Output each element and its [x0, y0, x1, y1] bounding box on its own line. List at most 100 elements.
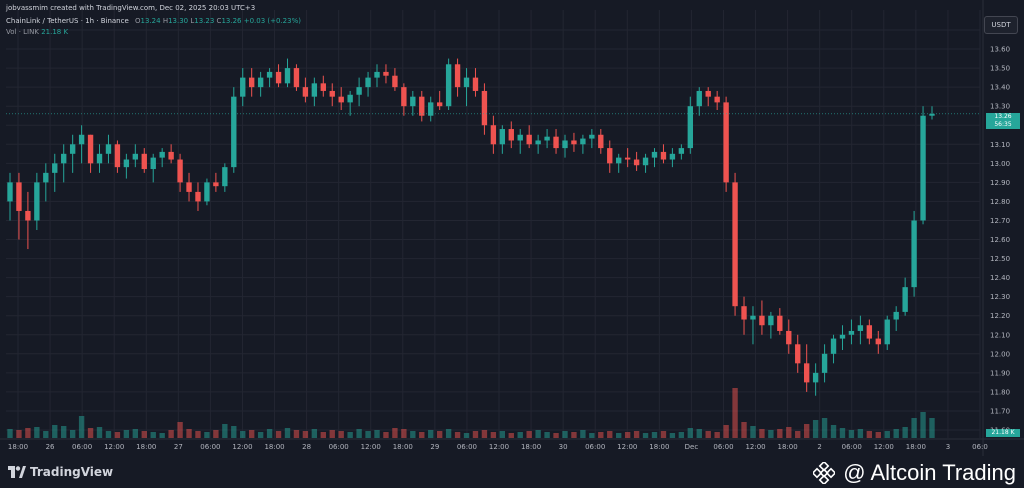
volume-bar: [795, 431, 801, 438]
chart-background: [0, 0, 1024, 456]
volume-bar: [428, 430, 434, 438]
candle-body: [302, 87, 309, 97]
candle-body: [168, 151, 174, 160]
volume-bar: [508, 433, 514, 438]
volume-bar: [589, 433, 595, 438]
time-tick-label: 18:00: [264, 443, 284, 451]
time-tick-label: 12:00: [104, 443, 124, 451]
candle-body: [535, 140, 541, 145]
candle-body: [454, 64, 461, 88]
candle-body: [669, 153, 676, 160]
candle-body: [195, 191, 201, 202]
time-tick-label: 18:00: [906, 443, 926, 451]
candle-body: [7, 182, 13, 202]
candle-body: [830, 338, 837, 354]
time-tick-label: 06:00: [329, 443, 349, 451]
candle-body: [266, 71, 273, 78]
price-tick-label: 13.50: [990, 65, 1010, 73]
time-tick-label: 06:00: [200, 443, 220, 451]
candle-body: [696, 90, 702, 107]
candle-body: [678, 148, 685, 154]
candle-body: [311, 83, 318, 97]
candle-body: [526, 134, 532, 145]
candle-body: [616, 157, 622, 164]
candle-body: [150, 157, 156, 170]
candle-body: [687, 106, 693, 149]
volume-bar: [723, 425, 729, 438]
volume-bar: [499, 431, 506, 438]
volume-bar: [857, 429, 864, 438]
footer-bar: TradingView @ Altcoin Trading: [0, 456, 1024, 488]
volume-bar: [320, 432, 326, 438]
volume-bar: [410, 431, 416, 438]
time-tick-label: 26: [46, 443, 55, 451]
volume-bar: [920, 412, 926, 438]
candle-body: [186, 182, 192, 192]
volume-bar: [786, 427, 792, 438]
candle-body: [812, 372, 819, 383]
time-tick-label: 18:00: [8, 443, 28, 451]
chart-canvas[interactable]: 13.7013.6013.5013.4013.3013.2013.1013.00…: [0, 0, 1024, 456]
volume-bar: [598, 432, 604, 438]
currency-button[interactable]: USDT: [984, 16, 1018, 34]
volume-bar: [347, 432, 353, 438]
time-tick-label: 29: [430, 443, 439, 451]
volume-bar: [311, 429, 318, 438]
candle-body: [741, 306, 747, 320]
price-tick-label: 13.10: [990, 141, 1010, 149]
volume-bar: [481, 430, 488, 438]
created-by-line: jobvassmim created with TradingView.com,…: [6, 4, 255, 12]
low-label: L: [190, 17, 195, 25]
change-value: +0.03 (+0.23%): [243, 17, 301, 25]
volume-bar: [732, 388, 738, 438]
price-tick-label: 12.40: [990, 274, 1010, 282]
time-tick-label: 18:00: [393, 443, 413, 451]
candle-body: [902, 287, 908, 312]
candle-body: [633, 159, 640, 166]
volume-bar: [463, 433, 470, 438]
candle-body: [96, 153, 103, 164]
price-tick-label: 12.10: [990, 331, 1010, 339]
close-value: 13.26: [221, 17, 242, 25]
candle-body: [61, 153, 67, 164]
candle-body: [571, 140, 577, 145]
volume-bar: [839, 428, 846, 438]
time-tick-label: 18:00: [778, 443, 798, 451]
symbol-title[interactable]: ChainLink / TetherUS · 1h · Binance: [6, 17, 129, 25]
volume-badge: 21.18 K: [986, 429, 1020, 437]
volume-bar: [884, 431, 890, 438]
volume-bar: [911, 418, 917, 438]
candle-body: [866, 325, 873, 339]
tradingview-logo[interactable]: TradingView: [8, 465, 113, 479]
candle-body: [472, 77, 479, 91]
volume-bar: [714, 432, 720, 438]
volume-value: 21.18 K: [41, 28, 69, 36]
volume-bar: [875, 432, 881, 438]
candle-body: [714, 96, 720, 103]
candle-body: [821, 353, 828, 373]
price-tick-label: 12.60: [990, 236, 1010, 244]
volume-label[interactable]: Vol · LINK: [6, 28, 39, 36]
price-tick-label: 12.50: [990, 255, 1010, 263]
candle-body: [911, 220, 917, 288]
candle-body: [436, 102, 443, 107]
volume-bar: [204, 432, 210, 438]
volume-bar: [132, 429, 139, 438]
volume-bar: [660, 431, 667, 438]
close-label: C: [216, 17, 222, 25]
candle-body: [159, 151, 165, 158]
candle-body: [481, 90, 488, 126]
volume-bar: [633, 431, 640, 438]
candle-body: [419, 96, 425, 116]
volume-bar: [61, 426, 67, 438]
volume-bar: [383, 432, 389, 438]
time-tick-label: Dec: [685, 443, 699, 451]
candle-body: [839, 334, 846, 339]
candle-body: [114, 144, 121, 168]
candle-body: [651, 151, 658, 158]
candle-body: [257, 77, 264, 88]
candle-body: [562, 140, 568, 149]
volume-bar: [696, 429, 702, 438]
volume-bar: [472, 431, 479, 438]
